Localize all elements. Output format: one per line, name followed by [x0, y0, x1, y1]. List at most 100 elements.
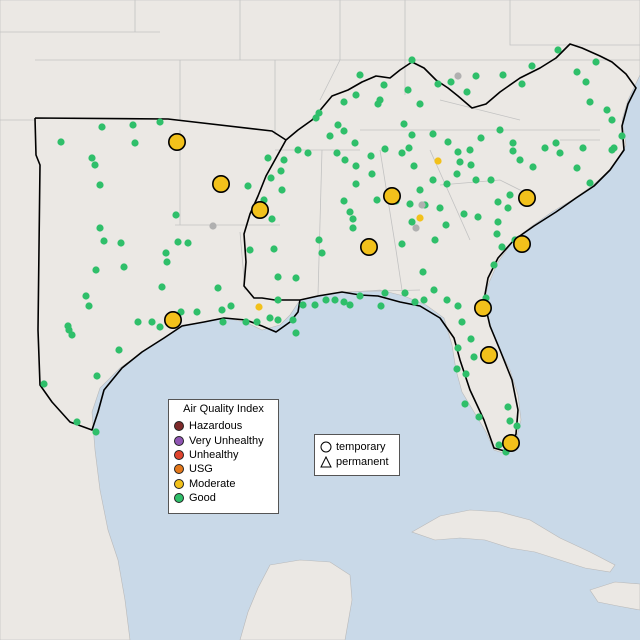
station-good-marker[interactable]	[541, 144, 549, 152]
station-good-marker[interactable]	[148, 318, 156, 326]
station-good-marker[interactable]	[475, 413, 483, 421]
station-good-marker[interactable]	[499, 71, 507, 79]
station-good-marker[interactable]	[408, 56, 416, 64]
station-good-marker[interactable]	[610, 144, 618, 152]
station-good-marker[interactable]	[268, 215, 276, 223]
station-moderate-temporary-marker[interactable]	[501, 433, 520, 452]
station-good-marker[interactable]	[117, 239, 125, 247]
station-good-marker[interactable]	[442, 221, 450, 229]
station-good-marker[interactable]	[253, 318, 261, 326]
station-good-marker[interactable]	[40, 380, 48, 388]
station-good-marker[interactable]	[73, 418, 81, 426]
station-good-marker[interactable]	[368, 170, 376, 178]
station-good-marker[interactable]	[242, 318, 250, 326]
station-good-marker[interactable]	[289, 316, 297, 324]
station-good-marker[interactable]	[115, 346, 123, 354]
station-good-marker[interactable]	[573, 164, 581, 172]
station-good-marker[interactable]	[381, 145, 389, 153]
station-good-marker[interactable]	[129, 121, 137, 129]
station-good-marker[interactable]	[460, 210, 468, 218]
station-good-marker[interactable]	[472, 72, 480, 80]
station-good-marker[interactable]	[219, 318, 227, 326]
station-good-marker[interactable]	[586, 179, 594, 187]
station-good-marker[interactable]	[172, 211, 180, 219]
station-good-marker[interactable]	[504, 403, 512, 411]
station-good-marker[interactable]	[93, 372, 101, 380]
station-good-marker[interactable]	[120, 263, 128, 271]
station-good-marker[interactable]	[420, 296, 428, 304]
station-good-marker[interactable]	[274, 296, 282, 304]
station-good-marker[interactable]	[434, 80, 442, 88]
station-good-marker[interactable]	[381, 289, 389, 297]
station-good-marker[interactable]	[315, 109, 323, 117]
station-good-marker[interactable]	[292, 329, 300, 337]
station-good-marker[interactable]	[582, 78, 590, 86]
station-good-marker[interactable]	[447, 78, 455, 86]
station-good-marker[interactable]	[504, 204, 512, 212]
station-good-marker[interactable]	[340, 197, 348, 205]
station-good-marker[interactable]	[493, 230, 501, 238]
station-good-marker[interactable]	[367, 152, 375, 160]
station-good-marker[interactable]	[352, 162, 360, 170]
station-good-marker[interactable]	[462, 370, 470, 378]
station-moderate-temporary-marker[interactable]	[251, 201, 270, 220]
station-good-marker[interactable]	[349, 215, 357, 223]
station-good-marker[interactable]	[490, 261, 498, 269]
station-good-marker[interactable]	[341, 156, 349, 164]
station-good-marker[interactable]	[163, 258, 171, 266]
station-good-marker[interactable]	[218, 306, 226, 314]
station-good-marker[interactable]	[334, 121, 342, 129]
station-good-marker[interactable]	[333, 149, 341, 157]
station-good-marker[interactable]	[162, 249, 170, 257]
station-good-marker[interactable]	[494, 218, 502, 226]
station-good-marker[interactable]	[346, 208, 354, 216]
station-good-marker[interactable]	[528, 62, 536, 70]
station-good-marker[interactable]	[461, 400, 469, 408]
station-good-marker[interactable]	[477, 134, 485, 142]
station-good-marker[interactable]	[377, 302, 385, 310]
station-good-marker[interactable]	[92, 428, 100, 436]
station-good-marker[interactable]	[274, 273, 282, 281]
station-good-marker[interactable]	[467, 161, 475, 169]
station-good-marker[interactable]	[516, 156, 524, 164]
station-good-marker[interactable]	[431, 236, 439, 244]
station-good-marker[interactable]	[408, 131, 416, 139]
station-moderate-temporary-marker[interactable]	[212, 175, 231, 194]
station-good-marker[interactable]	[184, 239, 192, 247]
station-good-marker[interactable]	[518, 80, 526, 88]
station-good-marker[interactable]	[98, 123, 106, 131]
station-good-marker[interactable]	[429, 176, 437, 184]
station-good-marker[interactable]	[356, 71, 364, 79]
station-good-marker[interactable]	[416, 100, 424, 108]
station-moderate-temporary-marker[interactable]	[164, 310, 183, 329]
station-good-marker[interactable]	[618, 132, 626, 140]
station-good-marker[interactable]	[487, 176, 495, 184]
station-good-marker[interactable]	[608, 116, 616, 124]
station-good-marker[interactable]	[227, 302, 235, 310]
station-good-marker[interactable]	[292, 274, 300, 282]
station-good-marker[interactable]	[456, 158, 464, 166]
station-good-marker[interactable]	[506, 191, 514, 199]
station-moderate-temporary-marker[interactable]	[359, 238, 378, 257]
station-good-marker[interactable]	[193, 308, 201, 316]
station-good-marker[interactable]	[529, 163, 537, 171]
station-good-marker[interactable]	[453, 365, 461, 373]
station-good-marker[interactable]	[380, 81, 388, 89]
station-good-marker[interactable]	[466, 146, 474, 154]
station-good-marker[interactable]	[174, 238, 182, 246]
station-good-marker[interactable]	[356, 292, 364, 300]
station-good-marker[interactable]	[373, 196, 381, 204]
station-good-marker[interactable]	[474, 213, 482, 221]
station-good-marker[interactable]	[156, 118, 164, 126]
station-good-marker[interactable]	[416, 186, 424, 194]
station-good-marker[interactable]	[244, 182, 252, 190]
station-good-marker[interactable]	[304, 149, 312, 157]
station-good-marker[interactable]	[346, 301, 354, 309]
station-good-marker[interactable]	[443, 180, 451, 188]
station-good-marker[interactable]	[453, 170, 461, 178]
station-good-marker[interactable]	[579, 144, 587, 152]
station-moderate-marker[interactable]	[434, 157, 442, 165]
station-good-marker[interactable]	[586, 98, 594, 106]
station-good-marker[interactable]	[458, 318, 466, 326]
station-good-marker[interactable]	[96, 181, 104, 189]
